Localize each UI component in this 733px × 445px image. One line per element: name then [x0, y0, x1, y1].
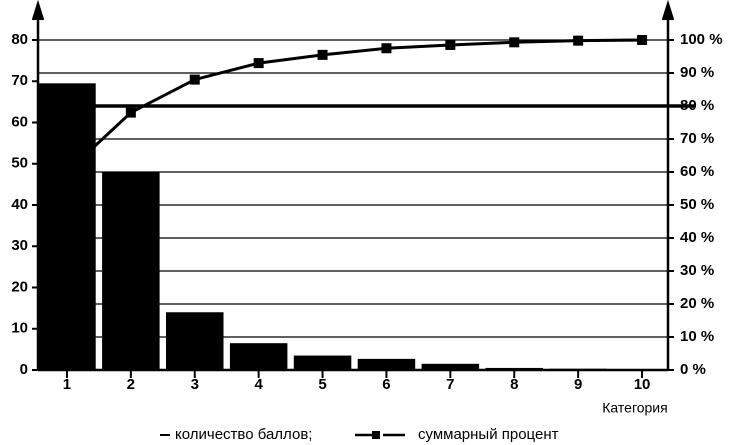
bar	[293, 355, 352, 370]
line-marker	[381, 43, 392, 54]
y-tick-label: 20	[11, 278, 28, 295]
y2-tick-label: 0 %	[680, 361, 706, 378]
x-tick-label: 6	[382, 376, 390, 393]
bar	[229, 343, 288, 370]
y-tick-label: 70	[11, 72, 28, 89]
y-tick-label: 80	[11, 31, 28, 48]
y-tick-label: 10	[11, 320, 28, 337]
line-marker	[61, 167, 72, 177]
x-tick-label: 3	[191, 376, 199, 393]
y2-tick-label: 50 %	[680, 196, 714, 213]
y2-tick-label: 70 %	[680, 130, 714, 147]
bar	[549, 368, 607, 370]
line-marker	[189, 74, 200, 85]
legend-swatch	[372, 431, 380, 439]
line-marker	[125, 107, 136, 118]
line-marker	[509, 37, 520, 48]
y2-tick-label: 40 %	[680, 229, 714, 246]
cumulative-line	[65, 38, 643, 174]
x-tick-label: 7	[446, 376, 454, 393]
y2-tick-label: 80 %	[680, 97, 714, 114]
y-tick-label: 40	[11, 196, 28, 213]
x-axis-label: Категория	[602, 400, 667, 416]
x-tick-label: 5	[318, 376, 326, 393]
y-tick-label: 0	[20, 361, 28, 378]
x-tick-label: 9	[574, 376, 582, 393]
legend-label: суммарный процент	[418, 426, 559, 443]
bar	[485, 367, 544, 370]
line-marker	[445, 39, 456, 50]
y2-tick-label: 60 %	[680, 163, 714, 180]
x-tick-label: 1	[63, 376, 71, 393]
bar	[38, 83, 96, 370]
bar	[421, 363, 480, 370]
line-marker	[317, 49, 328, 60]
x-tick-label: 2	[127, 376, 135, 393]
bar	[165, 312, 224, 370]
legend-label: количество баллов;	[175, 426, 312, 443]
y2-tick-label: 90 %	[680, 64, 714, 81]
y2-tick-label: 20 %	[680, 295, 714, 312]
x-tick-label: 8	[510, 376, 518, 393]
y2-tick-label: 30 %	[680, 262, 714, 279]
bar	[357, 358, 416, 370]
y-tick-label: 60	[11, 113, 28, 130]
line-marker	[573, 35, 584, 46]
y-tick-label: 50	[11, 155, 28, 172]
x-tick-label: 4	[254, 376, 263, 393]
line-marker	[253, 58, 264, 69]
x-tick-label: 10	[634, 376, 651, 393]
bar	[613, 369, 671, 371]
y2-tick-label: 100 %	[680, 31, 723, 48]
bar	[102, 172, 160, 370]
y2-tick-label: 10 %	[680, 328, 714, 345]
line-marker	[637, 35, 648, 45]
y-tick-label: 30	[11, 237, 28, 254]
